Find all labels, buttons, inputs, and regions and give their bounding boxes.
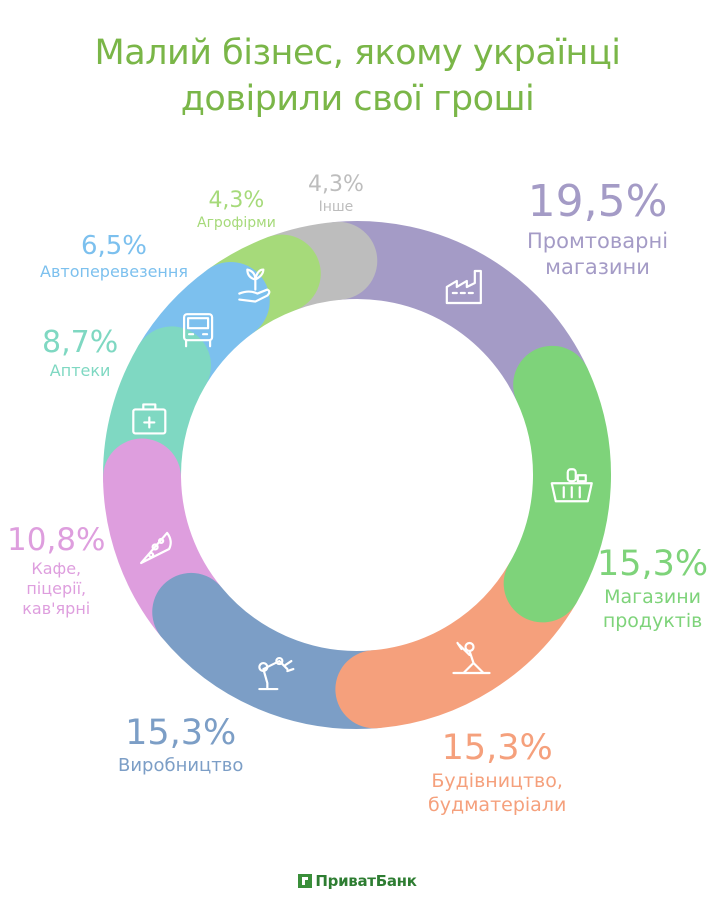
grocery-basket-icon <box>550 468 593 503</box>
slice-name-label: Магазини <box>604 586 702 608</box>
slice-value-label: 15,3% <box>597 544 709 584</box>
slice-name-label: Кафе, <box>31 559 82 578</box>
title-line-1: Малий бізнес, якому українці <box>94 33 622 73</box>
truck-icon <box>182 313 214 348</box>
slice-name-label: Автоперевезення <box>40 262 188 281</box>
slice-1 <box>503 345 611 623</box>
slice-label-2: 15,3% Будівництво, будматеріали <box>428 727 566 817</box>
slice-label-1: 15,3% Магазини продуктів <box>597 543 708 633</box>
page-title: Малий бізнес, якому українці довірили св… <box>0 30 715 122</box>
slice-value-label: 6,5% <box>80 231 148 261</box>
slice-value-label: 15,3% <box>125 713 237 753</box>
factory-icon <box>445 269 482 305</box>
slice-name-label: Будівництво, <box>431 770 563 792</box>
slice-label-7: 4,3% Агрофірми <box>197 188 276 232</box>
construction-worker-icon <box>452 641 491 675</box>
logo-text: ПриватБанк <box>315 872 417 890</box>
slice-value-label: 19,5% <box>527 176 668 227</box>
slice-name-label: Інше <box>318 199 354 215</box>
plant-in-hand-icon <box>238 268 271 303</box>
title-line-2: довірили свої гроші <box>180 79 535 119</box>
slice-name-label: Агрофірми <box>197 215 276 231</box>
slice-value-label: 4,3% <box>208 188 265 213</box>
slice-label-0: 19,5% Промтоварні магазини <box>527 175 668 280</box>
pizza-slice-icon <box>140 531 172 565</box>
slice-name-label: продуктів <box>602 610 703 632</box>
slice-label-5: 8,7% Аптеки <box>42 325 118 381</box>
slice-name-label: Виробництво <box>118 755 244 776</box>
slice-name-label: Аптеки <box>49 361 111 380</box>
slice-value-label: 8,7% <box>42 325 119 360</box>
privatbank-logo: ПриватБанк <box>0 872 715 890</box>
slice-label-6: 6,5% Автоперевезення <box>40 231 188 282</box>
robot-arm-icon <box>258 656 295 691</box>
slice-label-8: 4,3% Інше <box>308 172 364 216</box>
slice-name-label: Промтоварні <box>527 229 669 253</box>
slice-name-label: піцерії, <box>26 579 87 598</box>
slice-name-label: будматеріали <box>428 794 567 816</box>
slice-label-3: 15,3% Виробництво <box>118 712 243 777</box>
slice-value-label: 4,3% <box>308 172 364 197</box>
slice-value-label: 15,3% <box>441 728 553 768</box>
privatbank-logo-icon <box>298 874 313 888</box>
first-aid-kit-icon <box>132 403 167 435</box>
slice-name-label: магазини <box>545 255 650 279</box>
slice-label-4: 10,8% Кафе, піцерії, кав'ярні <box>7 522 105 619</box>
slice-value-label: 10,8% <box>7 522 106 558</box>
slice-name-label: кав'ярні <box>22 599 91 618</box>
